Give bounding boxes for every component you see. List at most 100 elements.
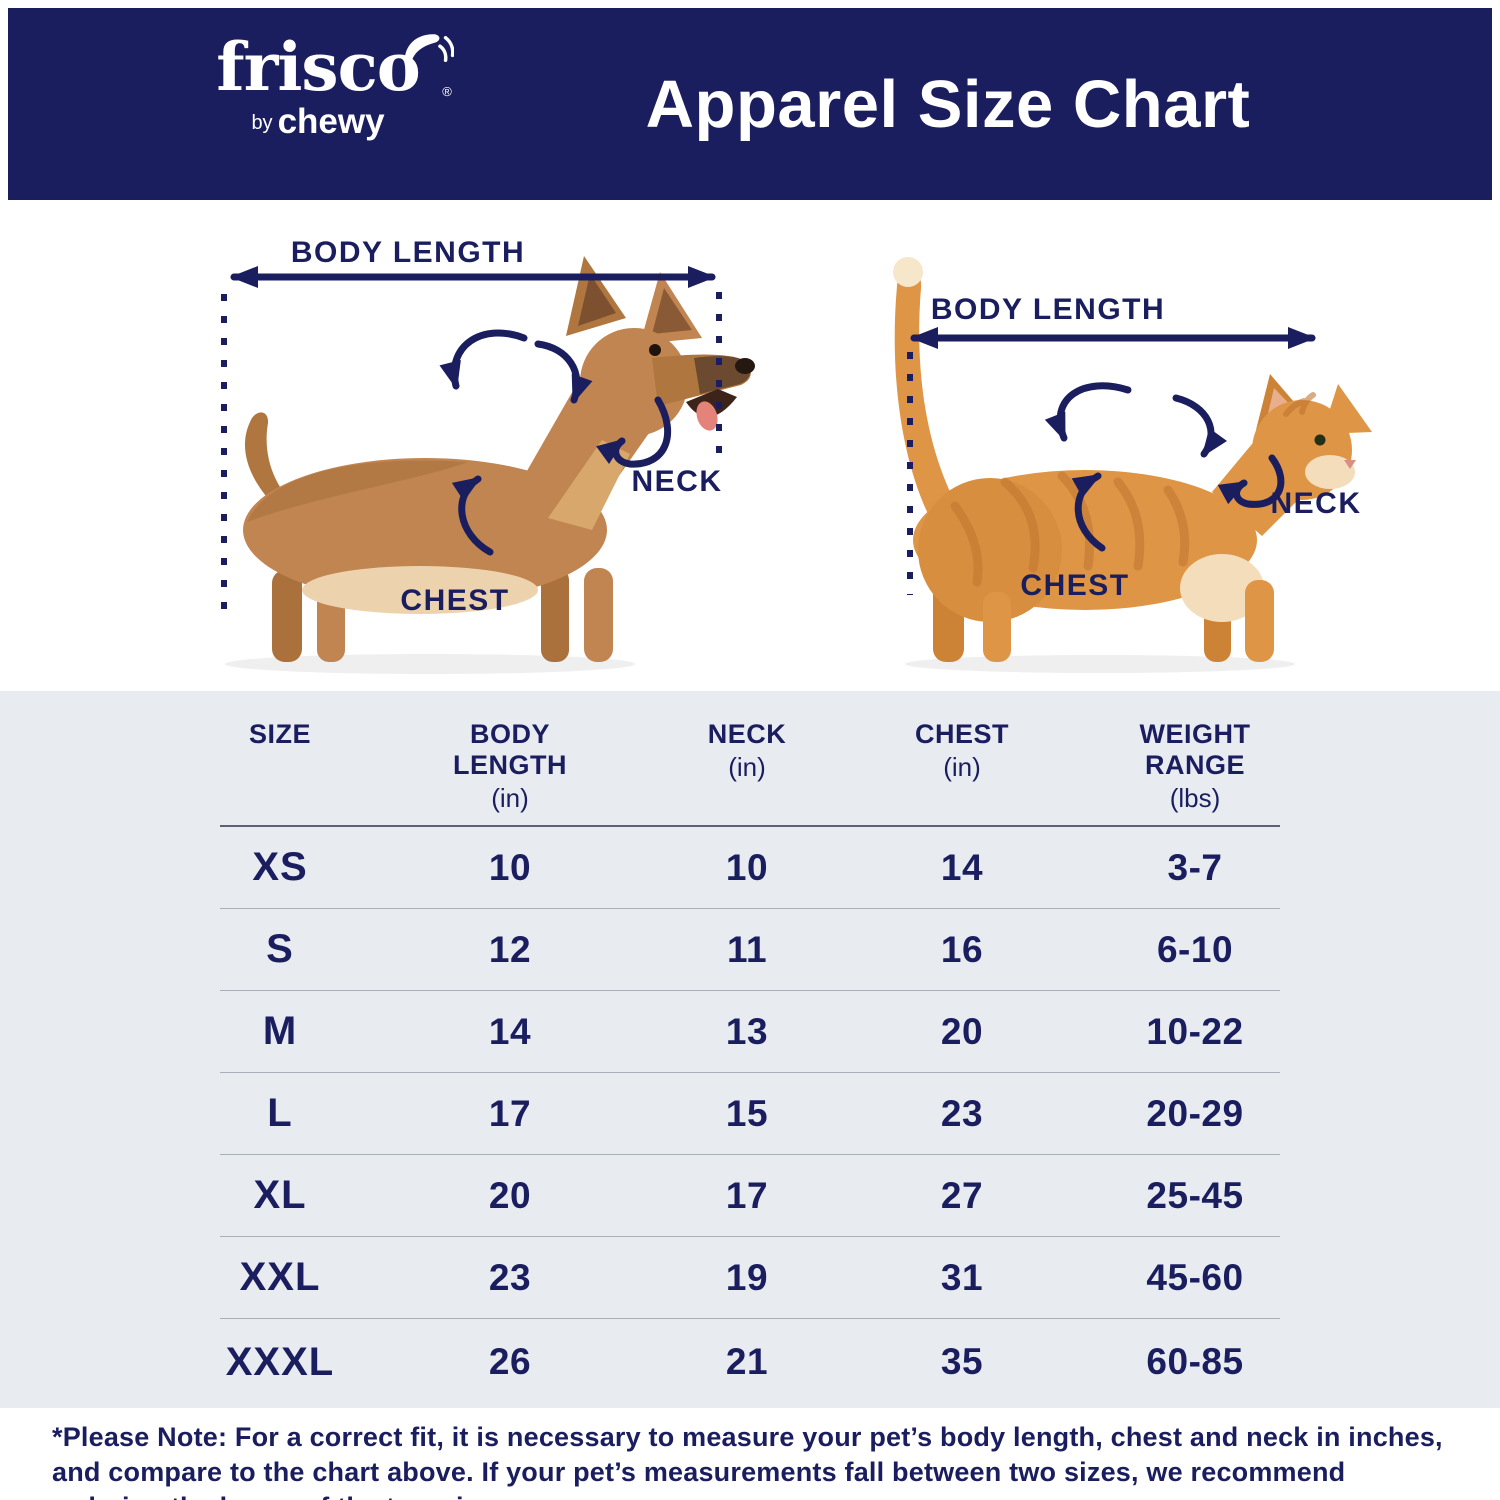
dog-neck-curve-arrow [596,396,672,468]
frisco-wordmark: frisco [216,28,421,106]
size-cell: XL [253,1173,307,1217]
table-row: L 17 15 23 20-29 [220,1073,1280,1155]
cat-body-length-label: BODY LENGTH [930,293,1166,326]
body-length-cell: 26 [488,1341,532,1382]
neck-cell: 17 [725,1174,769,1216]
column-header-size: SIZE [248,719,311,749]
dog-shoulder-curve-arrow [534,340,593,404]
chest-cell: 16 [940,928,984,970]
cat-neck-curve-arrow [1217,454,1285,508]
cat-rear-leg [983,592,1011,662]
measurement-annotations [221,266,1316,620]
body-length-cell: 10 [488,846,532,888]
neck-cell: 11 [726,928,768,970]
cat-shoulder-curve-arrow [1172,394,1228,458]
neck-cell: 13 [725,1010,769,1052]
neck-cell: 15 [725,1092,769,1134]
frisco-wordmark-row: frisco ® [216,34,454,100]
chest-cell: 31 [940,1256,984,1298]
cat-eye [1314,434,1326,446]
body-length-cell: 20 [488,1174,532,1216]
dog-nose [735,358,755,374]
size-cell: XS [252,845,308,889]
column-header-chest: CHEST (in) [914,719,1009,782]
table-header-row: SIZE BODY LENGTH (in) NECK (in) CHEST (i… [220,719,1280,813]
body-length-cell: 17 [488,1092,532,1134]
measurement-diagram: BODY LENGTH NECK CHEST BODY LENGTH NECK … [0,200,1500,691]
chest-cell: 35 [940,1341,984,1382]
neck-cell: 21 [725,1341,769,1382]
column-header-body-length: BODY LENGTH (in) [453,719,567,813]
neck-cell: 19 [725,1256,769,1298]
table-row: XL 20 17 27 25-45 [220,1155,1280,1237]
weight-range-cell: 20-29 [1146,1092,1244,1134]
footer-note-section: *Please Note: For a correct fit, it is n… [0,1408,1500,1500]
please-note-text: *Please Note: For a correct fit, it is n… [52,1422,1443,1500]
size-cell: L [267,1091,293,1135]
chest-cell: 23 [940,1092,984,1134]
header-banner: frisco ® by chewy Apparel Size Chart [8,8,1492,200]
weight-range-cell: 3-7 [1167,846,1223,888]
cat-head-stripes [1283,392,1316,417]
size-cell: M [262,1009,298,1053]
dog-tail [244,412,300,518]
chewy-wordmark: chewy [277,102,385,141]
neck-cell: 10 [725,846,769,888]
size-cell: XXL [239,1255,321,1299]
logo-by-text: by [251,112,273,134]
body-length-cell: 23 [488,1256,532,1298]
cat-tail-tip [893,257,923,287]
body-length-cell: 12 [488,928,532,970]
weight-range-cell: 45-60 [1146,1256,1244,1298]
cat-muzzle [1305,455,1355,489]
cat-chest-label: CHEST [1020,569,1130,602]
table-row: M 14 13 20 10-22 [220,991,1280,1073]
dog-body-length-label: BODY LENGTH [290,236,526,269]
size-cell: XXXL [225,1339,335,1384]
column-header-neck: NECK (in) [707,719,787,782]
by-chewy-row: by chewy [168,104,468,139]
chest-cell: 27 [940,1174,984,1216]
dog-back-shading [247,460,468,522]
cat-chest-fur [1180,554,1264,622]
frisco-by-chewy-logo: frisco ® by chewy [168,34,468,139]
dog-chest-label: CHEST [400,584,510,617]
cat-shadow [905,655,1295,673]
page-title: Apparel Size Chart [645,66,1251,142]
chest-cell: 20 [940,1010,984,1052]
pets-diagram-canvas [221,256,1372,674]
dog-back-curve-arrow [439,329,528,390]
table-body: XS 10 10 14 3-7 S 12 11 16 6-10 M 14 13 … [220,827,1280,1405]
weight-range-cell: 60-85 [1146,1341,1244,1382]
dog-belly [302,566,538,614]
header-divider-line [220,825,1280,827]
cat-front-leg [1245,580,1274,662]
chest-cell: 14 [940,846,984,888]
cat-chest-curve-arrow [1071,472,1106,552]
table-row: XS 10 10 14 3-7 [220,827,1280,909]
dog-front-leg [541,568,569,662]
dog-tongue [696,401,718,431]
weight-range-cell: 6-10 [1156,928,1234,970]
dog-eye [649,344,661,356]
dog-front-leg [584,568,613,662]
weight-range-cell: 25-45 [1146,1174,1244,1216]
weight-range-cell: 10-22 [1146,1010,1244,1052]
column-header-weight-range: WEIGHT RANGE (lbs) [1139,719,1251,813]
table-row: XXXL 26 21 35 60-85 [220,1319,1280,1405]
dog-rear-leg [272,570,302,662]
dog-right-ear-inner [652,288,692,334]
size-cell: S [266,927,294,971]
dog-chest-curve-arrow [451,475,494,556]
body-length-cell: 14 [488,1010,532,1052]
size-table-section: SIZE BODY LENGTH (in) NECK (in) CHEST (i… [0,691,1500,1408]
table-row: XXL 23 19 31 45-60 [220,1237,1280,1319]
cat-back-curve-arrow [1044,382,1132,442]
cat-photo [893,257,1372,673]
cat-nose [1344,460,1356,469]
dog-neck-label: NECK [631,465,723,498]
table-row: S 12 11 16 6-10 [220,909,1280,991]
registered-trademark-icon: ® [442,84,452,99]
cat-neck-label: NECK [1270,487,1362,520]
